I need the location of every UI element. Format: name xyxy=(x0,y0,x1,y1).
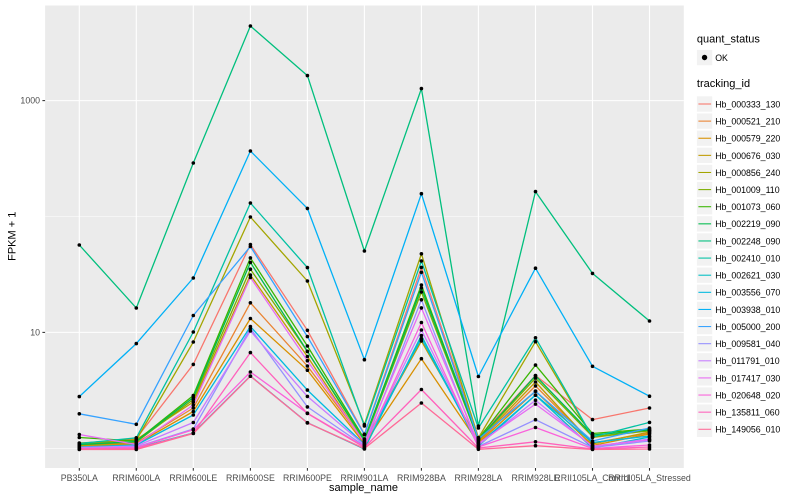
svg-text:Hb_000676_030: Hb_000676_030 xyxy=(715,151,780,161)
svg-text:Hb_003938_010: Hb_003938_010 xyxy=(715,305,780,315)
svg-text:Hb_017417_030: Hb_017417_030 xyxy=(715,373,780,383)
svg-text:tracking_id: tracking_id xyxy=(697,78,750,90)
svg-text:Hb_002410_010: Hb_002410_010 xyxy=(715,253,780,263)
svg-text:Hb_001073_060: Hb_001073_060 xyxy=(715,202,780,212)
svg-text:RRIM600PE: RRIM600PE xyxy=(283,473,332,483)
svg-text:RRIM600LA: RRIM600LA xyxy=(112,473,160,483)
svg-text:Hb_009581_040: Hb_009581_040 xyxy=(715,339,780,349)
svg-text:RRIM928LA: RRIM928LA xyxy=(454,473,502,483)
svg-text:Hb_000856_240: Hb_000856_240 xyxy=(715,168,780,178)
svg-text:PB350LA: PB350LA xyxy=(61,473,98,483)
svg-text:Hb_002621_030: Hb_002621_030 xyxy=(715,271,780,281)
svg-text:Hb_001009_110: Hb_001009_110 xyxy=(715,185,780,195)
svg-text:RRIM600SE: RRIM600SE xyxy=(226,473,275,483)
svg-text:Hb_000333_130: Hb_000333_130 xyxy=(715,99,780,109)
svg-text:Hb_149056_010: Hb_149056_010 xyxy=(715,425,780,435)
svg-text:RRII105LA_Stressed: RRII105LA_Stressed xyxy=(608,473,691,483)
svg-text:Hb_000579_220: Hb_000579_220 xyxy=(715,134,780,144)
svg-text:RRIM600LE: RRIM600LE xyxy=(169,473,217,483)
svg-text:sample_name: sample_name xyxy=(329,482,398,494)
svg-text:FPKM + 1: FPKM + 1 xyxy=(6,212,18,261)
svg-text:1000: 1000 xyxy=(20,96,40,106)
svg-text:OK: OK xyxy=(715,53,728,63)
svg-text:RRIM928LE: RRIM928LE xyxy=(512,473,560,483)
svg-text:Hb_002219_090: Hb_002219_090 xyxy=(715,219,780,229)
svg-text:Hb_000521_210: Hb_000521_210 xyxy=(715,117,780,127)
svg-text:RRIM901LA: RRIM901LA xyxy=(340,473,388,483)
svg-text:10: 10 xyxy=(30,327,40,337)
svg-text:quant_status: quant_status xyxy=(697,33,760,45)
svg-text:Hb_002248_090: Hb_002248_090 xyxy=(715,236,780,246)
svg-text:Hb_005000_200: Hb_005000_200 xyxy=(715,322,780,332)
svg-text:Hb_020648_020: Hb_020648_020 xyxy=(715,390,780,400)
svg-text:Hb_011791_010: Hb_011791_010 xyxy=(715,356,780,366)
svg-text:RRII105LA_Control: RRII105LA_Control xyxy=(554,473,630,483)
svg-text:RRIM928BA: RRIM928BA xyxy=(397,473,446,483)
svg-text:Hb_003556_070: Hb_003556_070 xyxy=(715,288,780,298)
svg-text:Hb_135811_060: Hb_135811_060 xyxy=(715,408,780,418)
